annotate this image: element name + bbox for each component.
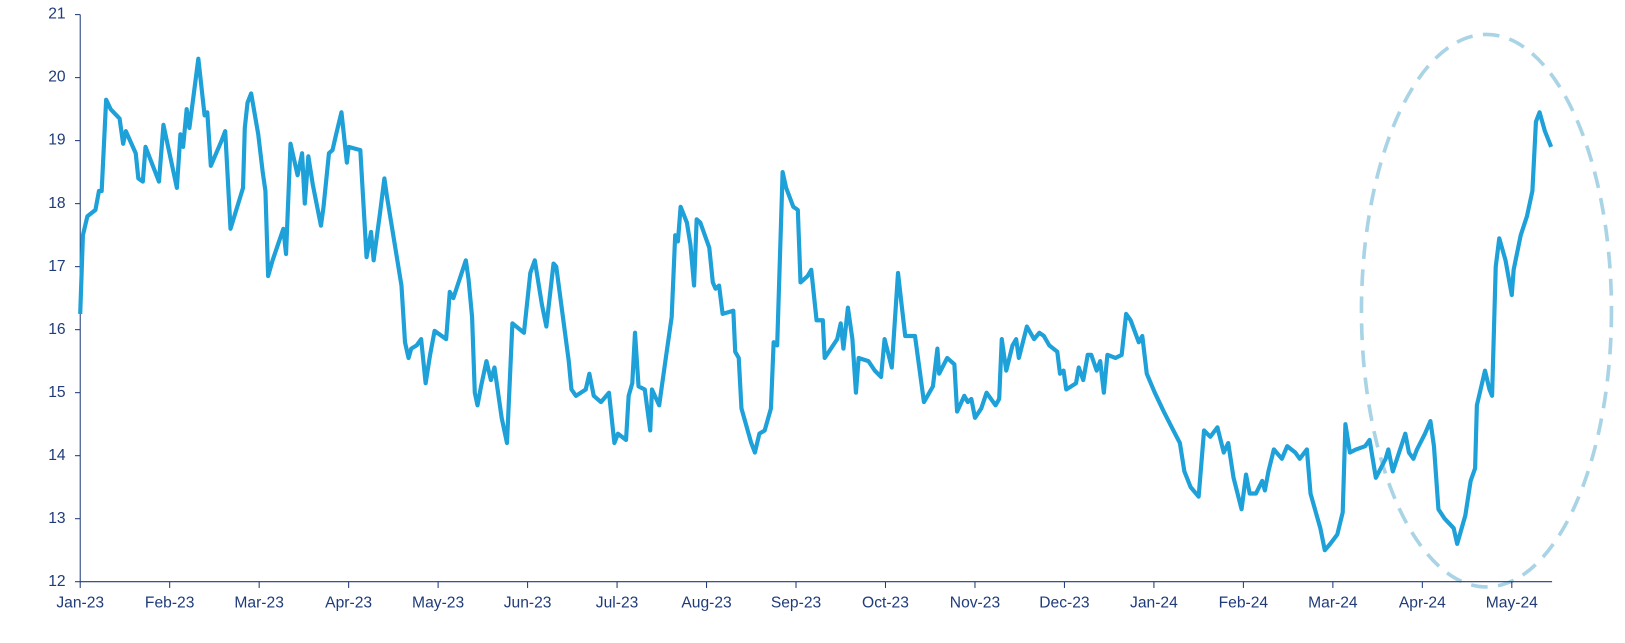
y-tick-label: 18 bbox=[48, 195, 66, 212]
x-tick-label: Mar-24 bbox=[1308, 595, 1358, 612]
y-tick-label: 16 bbox=[48, 321, 65, 338]
y-tick-label: 12 bbox=[48, 573, 65, 590]
x-tick-label: Feb-23 bbox=[145, 595, 194, 612]
highlight-ellipse bbox=[1359, 32, 1614, 589]
x-tick-label: Jun-23 bbox=[504, 595, 552, 612]
x-tick-label: Aug-23 bbox=[681, 595, 731, 612]
x-tick-label: Feb-24 bbox=[1219, 595, 1269, 612]
x-tick-label: Jul-23 bbox=[596, 595, 639, 612]
x-tick-label: Apr-24 bbox=[1399, 595, 1446, 612]
x-tick-label: May-24 bbox=[1486, 595, 1538, 612]
x-tick-label: Mar-23 bbox=[234, 595, 283, 612]
y-tick-label: 17 bbox=[48, 258, 65, 275]
x-tick-label: Jan-23 bbox=[56, 595, 104, 612]
x-tick-label: Dec-23 bbox=[1039, 595, 1089, 612]
y-tick-label: 20 bbox=[48, 69, 66, 86]
x-tick-label: May-23 bbox=[412, 595, 464, 612]
x-tick-label: Apr-23 bbox=[325, 595, 372, 612]
x-tick-label: Sep-23 bbox=[771, 595, 821, 612]
y-tick-label: 19 bbox=[48, 132, 65, 149]
x-tick-label: Oct-23 bbox=[862, 595, 909, 612]
y-tick-label: 13 bbox=[48, 510, 65, 527]
x-tick-label: Nov-23 bbox=[950, 595, 1000, 612]
data-line bbox=[78, 56, 1554, 553]
y-tick-label: 15 bbox=[48, 384, 66, 401]
y-tick-label: 14 bbox=[48, 447, 66, 464]
x-tick-label: Jan-24 bbox=[1130, 595, 1178, 612]
y-tick-label: 21 bbox=[48, 6, 65, 23]
